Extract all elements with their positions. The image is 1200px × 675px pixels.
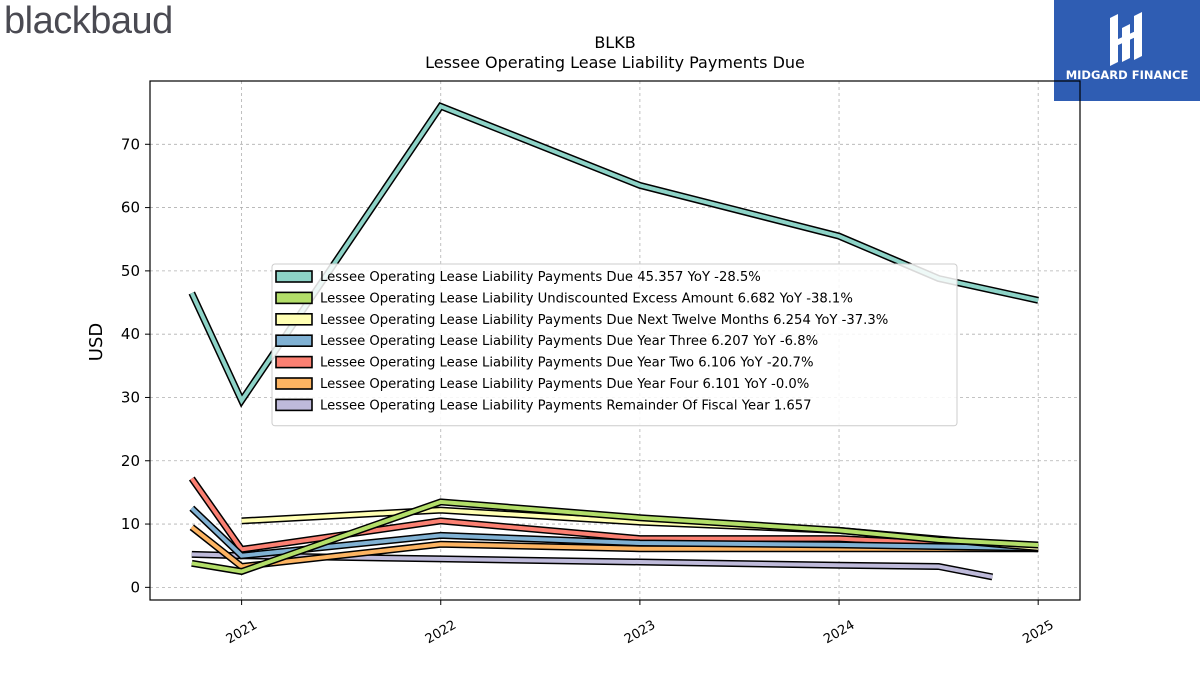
- legend-swatch: [275, 312, 313, 326]
- series-stroke: [190, 477, 1039, 552]
- y-tick-label: 70: [121, 135, 140, 153]
- blackbaud-logo: blackbaud: [4, 0, 173, 42]
- midgard-finance-wordmark: MIDGARD FINANCE: [1065, 68, 1189, 82]
- x-tick-label: 2021: [224, 618, 260, 648]
- y-tick-label: 50: [121, 262, 140, 280]
- legend-entry: Lessee Operating Lease Liability Payment…: [320, 356, 813, 371]
- legend-entry: Lessee Operating Lease Liability Payment…: [320, 334, 818, 349]
- x-tick-label: 2025: [1020, 618, 1056, 648]
- legend-box: [271, 263, 958, 427]
- series-line-1: [191, 498, 1039, 576]
- legend-swatch: [275, 270, 313, 283]
- legend-swatch: [275, 291, 313, 305]
- legend-entry: Lessee Operating Lease Liability Payment…: [320, 377, 809, 392]
- legend-swatch: [275, 334, 313, 348]
- legend-entry: Lessee Operating Lease Liability Payment…: [320, 270, 761, 285]
- y-tick-label: 60: [121, 199, 140, 217]
- y-tick-label: 30: [121, 388, 140, 406]
- series-line-3: [189, 505, 1039, 560]
- legend-entry: Lessee Operating Lease Liability Payment…: [320, 398, 812, 413]
- x-tick-label: 2023: [622, 618, 658, 648]
- y-tick-label: 10: [121, 515, 140, 533]
- plot-frame: [149, 80, 1081, 601]
- legend-entry: Lessee Operating Lease Liability Undisco…: [320, 291, 853, 306]
- x-tick-label: 2024: [821, 618, 857, 648]
- legend-swatch: [275, 377, 313, 390]
- y-tick-label: 20: [121, 452, 140, 470]
- midgard-mark-icon: [1110, 12, 1142, 66]
- midgard-finance-logo: MIDGARD FINANCE: [1054, 0, 1200, 101]
- chart-title: BLKB: [594, 33, 635, 52]
- series-stroke: [190, 506, 1039, 558]
- x-tick-label: 2022: [423, 618, 459, 648]
- series-stroke: [191, 499, 1039, 574]
- series-line-4: [188, 476, 1039, 554]
- legend-entry: Lessee Operating Lease Liability Payment…: [320, 313, 888, 328]
- legend-swatch: [275, 355, 313, 369]
- legend-swatch: [275, 398, 313, 412]
- legend: Lessee Operating Lease Liability Payment…: [271, 263, 958, 427]
- chart-subtitle: Lessee Operating Lease Liability Payment…: [425, 53, 805, 72]
- y-axis-label: USD: [86, 323, 107, 361]
- y-tick-label: 40: [121, 325, 140, 343]
- y-tick-label: 0: [130, 578, 140, 596]
